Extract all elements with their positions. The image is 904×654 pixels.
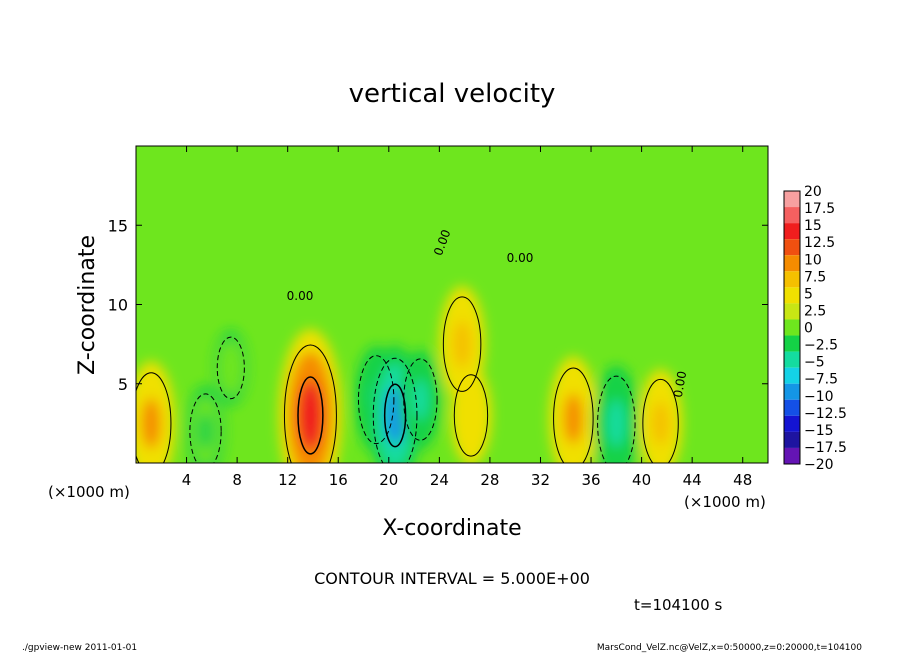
contour-interval-text: CONTOUR INTERVAL = 5.000E+00 (314, 569, 590, 588)
colorbar-label: −10 (804, 389, 834, 405)
colorbar-segment (784, 287, 800, 304)
contour-lines: 0.000.000.000.00 (136, 228, 689, 463)
colorbar-frame (783, 190, 801, 465)
contour-label: 0.00 (507, 251, 534, 265)
velocity-blob-core (462, 395, 479, 436)
colorbar-segment (784, 383, 800, 400)
x-tick-label: 4 (182, 471, 192, 489)
colorbar-label: 0 (804, 321, 813, 337)
colorbar-segment (784, 191, 800, 208)
contour-zero (553, 367, 594, 463)
contour-zero (136, 372, 172, 463)
contour-negative (372, 357, 418, 463)
x-tick-label: 24 (430, 471, 449, 489)
contour-level (383, 383, 407, 448)
velocity-blob-core (652, 401, 670, 446)
colorbar-segment (784, 415, 800, 432)
colorbar-label: 2.5 (804, 303, 826, 319)
plot-area: 0.000.000.000.00 (136, 146, 768, 463)
contour-label: 0.00 (287, 289, 314, 303)
footer-right: MarsCond_VelZ.nc@VelZ,x=0:50000,z=0:2000… (597, 643, 862, 653)
colorbar-label: −2.5 (804, 338, 838, 354)
x-tick-label: 12 (278, 471, 297, 489)
velocity-blob-core (412, 379, 429, 420)
y-tick-label: 10 (108, 296, 128, 315)
x-tick-label: 20 (379, 471, 398, 489)
x-tick-label: 28 (480, 471, 499, 489)
colorbar-label: 15 (804, 218, 822, 234)
colorbar-segment (784, 271, 800, 288)
colorbar-segment (784, 255, 800, 272)
velocity-blob-core (198, 412, 214, 450)
x-axis-ticks: 4 8 12 16 20 24 28 32 36 40 44 48 (182, 146, 752, 489)
footer-left: ./gpview-new 2011-01-01 (22, 643, 137, 653)
velocity-blob-core (453, 320, 472, 368)
contour-zero (283, 344, 337, 463)
velocity-blob-core (607, 399, 626, 448)
contour-zero (442, 296, 482, 392)
colorbar-label: 20 (804, 184, 822, 200)
colorbar-label: −7.5 (804, 372, 838, 388)
colorbar-segment (784, 207, 800, 224)
colorbar-label: −15 (804, 423, 834, 439)
colorbar-segment (784, 303, 800, 320)
y-axis-ticks: 5 10 15 (108, 216, 768, 394)
contour-negative (403, 358, 438, 441)
chart-title: vertical velocity (349, 79, 556, 109)
x-axis-label: X-coordinate (382, 516, 521, 541)
contour-negative (216, 336, 245, 400)
x-unit-right: (×1000 m) (684, 493, 766, 511)
contour-level (297, 376, 324, 455)
x-tick-label: 48 (733, 471, 752, 489)
x-tick-label: 40 (632, 471, 651, 489)
colorbar-label: −5 (804, 355, 825, 371)
colorbar-label: −20 (804, 457, 834, 473)
colorbar-label: 5 (804, 286, 813, 302)
x-unit-left: (×1000 m) (48, 483, 130, 501)
x-tick-label: 16 (329, 471, 348, 489)
contour-negative (189, 393, 222, 463)
contour-label: 0.00 (671, 370, 689, 399)
x-tick-label: 36 (581, 471, 600, 489)
colorbar-label: 10 (804, 252, 822, 268)
colorbar-segment (784, 431, 800, 448)
colorbar-label: −17.5 (804, 440, 847, 456)
y-axis-label: Z-coordinate (75, 235, 100, 375)
contour-negative (357, 355, 395, 445)
colorbar-segment (784, 351, 800, 368)
colorbar-label: 7.5 (804, 269, 826, 285)
x-tick-label: 32 (531, 471, 550, 489)
velocity-blob-core (224, 352, 238, 384)
velocity-blob-core (563, 393, 583, 444)
y-tick-label: 15 (108, 216, 128, 235)
colorbar-label: 17.5 (804, 201, 835, 217)
colorbar-segment (784, 399, 800, 416)
colorbar-segment (784, 319, 800, 336)
colorbar-segment (784, 367, 800, 384)
contour-zero (642, 378, 679, 463)
colorbar-label: −12.5 (804, 406, 847, 422)
x-tick-label: 44 (683, 471, 702, 489)
velocity-field (136, 286, 683, 463)
time-text: t=104100 s (634, 596, 722, 614)
velocity-blob-core (141, 398, 161, 449)
colorbar-segment (784, 335, 800, 352)
x-tick-label: 8 (232, 471, 242, 489)
colorbar-segment (784, 239, 800, 256)
velocity-blob-core (298, 380, 323, 451)
y-tick-label: 5 (118, 375, 128, 394)
contour-zero (453, 374, 489, 457)
colorbar-segment (784, 447, 800, 464)
colorbar-segment (784, 223, 800, 240)
colorbar-label: 12.5 (804, 235, 835, 251)
contour-negative (597, 375, 636, 463)
